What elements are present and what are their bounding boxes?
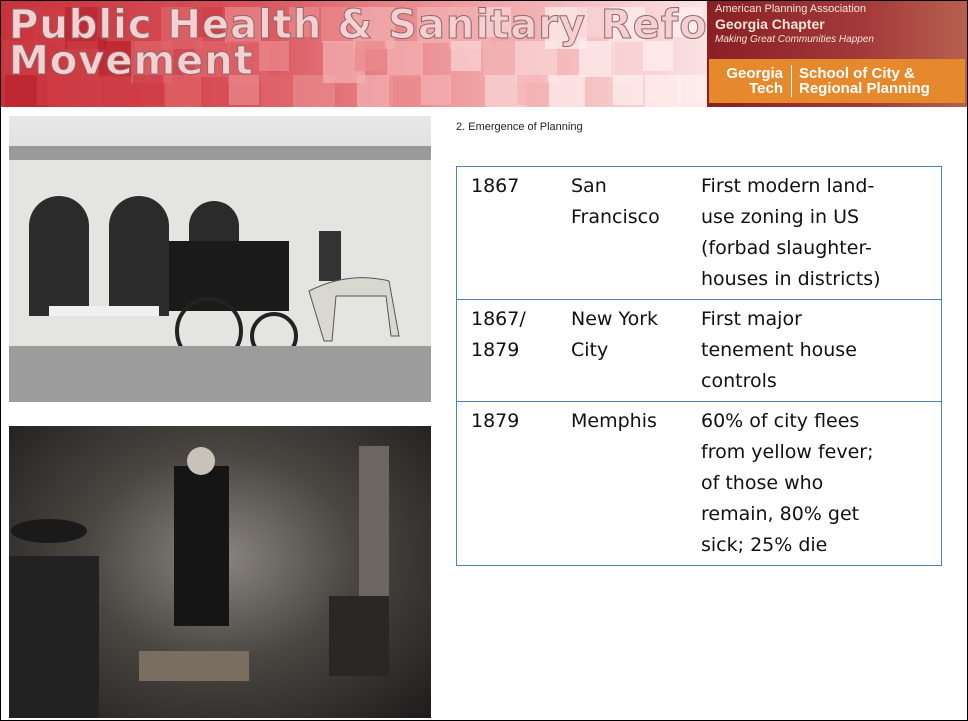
- table-cell: First modern land-use zoning in US(forba…: [687, 167, 942, 300]
- cell-line: New York: [571, 304, 679, 335]
- photo-ambulance: [9, 116, 431, 402]
- table-cell: 1867/1879: [457, 300, 558, 402]
- cell-line: 1879: [471, 335, 549, 366]
- cell-line: of those who: [701, 468, 933, 499]
- mosaic-tile: [421, 75, 451, 105]
- table-cell: Memphis: [557, 402, 687, 566]
- gt-school: School of City &Regional Planning: [799, 66, 961, 96]
- cell-line: (forbad slaughter-: [701, 233, 933, 264]
- mosaic-tile: [357, 75, 393, 107]
- section-caption: 2. Emergence of Planning: [456, 121, 583, 133]
- table-cell: 1879: [457, 402, 558, 566]
- mosaic-tile: [645, 75, 681, 107]
- cell-line: 1867/: [471, 304, 549, 335]
- photo-drawing: [9, 116, 431, 402]
- cell-line: City: [571, 335, 679, 366]
- cell-line: sick; 25% die: [701, 530, 933, 561]
- gt-line: School of City &: [799, 66, 961, 81]
- table-cell: 1867: [457, 167, 558, 300]
- cell-line: Memphis: [571, 406, 679, 437]
- cell-line: 1879: [471, 406, 549, 437]
- cell-line: First modern land-: [701, 171, 933, 202]
- apa-name: American Planning Association: [715, 3, 866, 15]
- mosaic-tile: [677, 75, 707, 107]
- cell-line: 60% of city flees: [701, 406, 933, 437]
- cell-line: houses in districts): [701, 264, 933, 295]
- slide: Public Health & Sanitary ReformMovement …: [0, 0, 968, 721]
- title-line: Movement: [9, 43, 707, 79]
- logos: American Planning Association Georgia Ch…: [707, 1, 968, 107]
- cell-line: remain, 80% get: [701, 499, 933, 530]
- cell-line: San: [571, 171, 679, 202]
- cell-line: from yellow fever;: [701, 437, 933, 468]
- gt-line: Regional Planning: [799, 81, 961, 96]
- cell-line: use zoning in US: [701, 202, 933, 233]
- cell-line: controls: [701, 366, 933, 397]
- separator: [791, 65, 792, 97]
- gt-line: Tech: [717, 81, 783, 96]
- apa-chapter: Georgia Chapter: [715, 16, 825, 32]
- mosaic-tile: [613, 75, 643, 105]
- photo-drawing: [9, 426, 431, 718]
- mosaic-tile: [549, 75, 585, 107]
- cell-line: First major: [701, 304, 933, 335]
- gt-line: Georgia: [717, 66, 783, 81]
- cell-line: Francisco: [571, 202, 679, 233]
- mosaic-tile: [517, 75, 547, 105]
- cell-line: 1867: [471, 171, 549, 202]
- photo-tenement: [9, 426, 431, 718]
- apa-tagline: Making Great Communities Happen: [715, 34, 874, 45]
- mosaic-tile: [261, 75, 297, 107]
- cell-line: tenement house: [701, 335, 933, 366]
